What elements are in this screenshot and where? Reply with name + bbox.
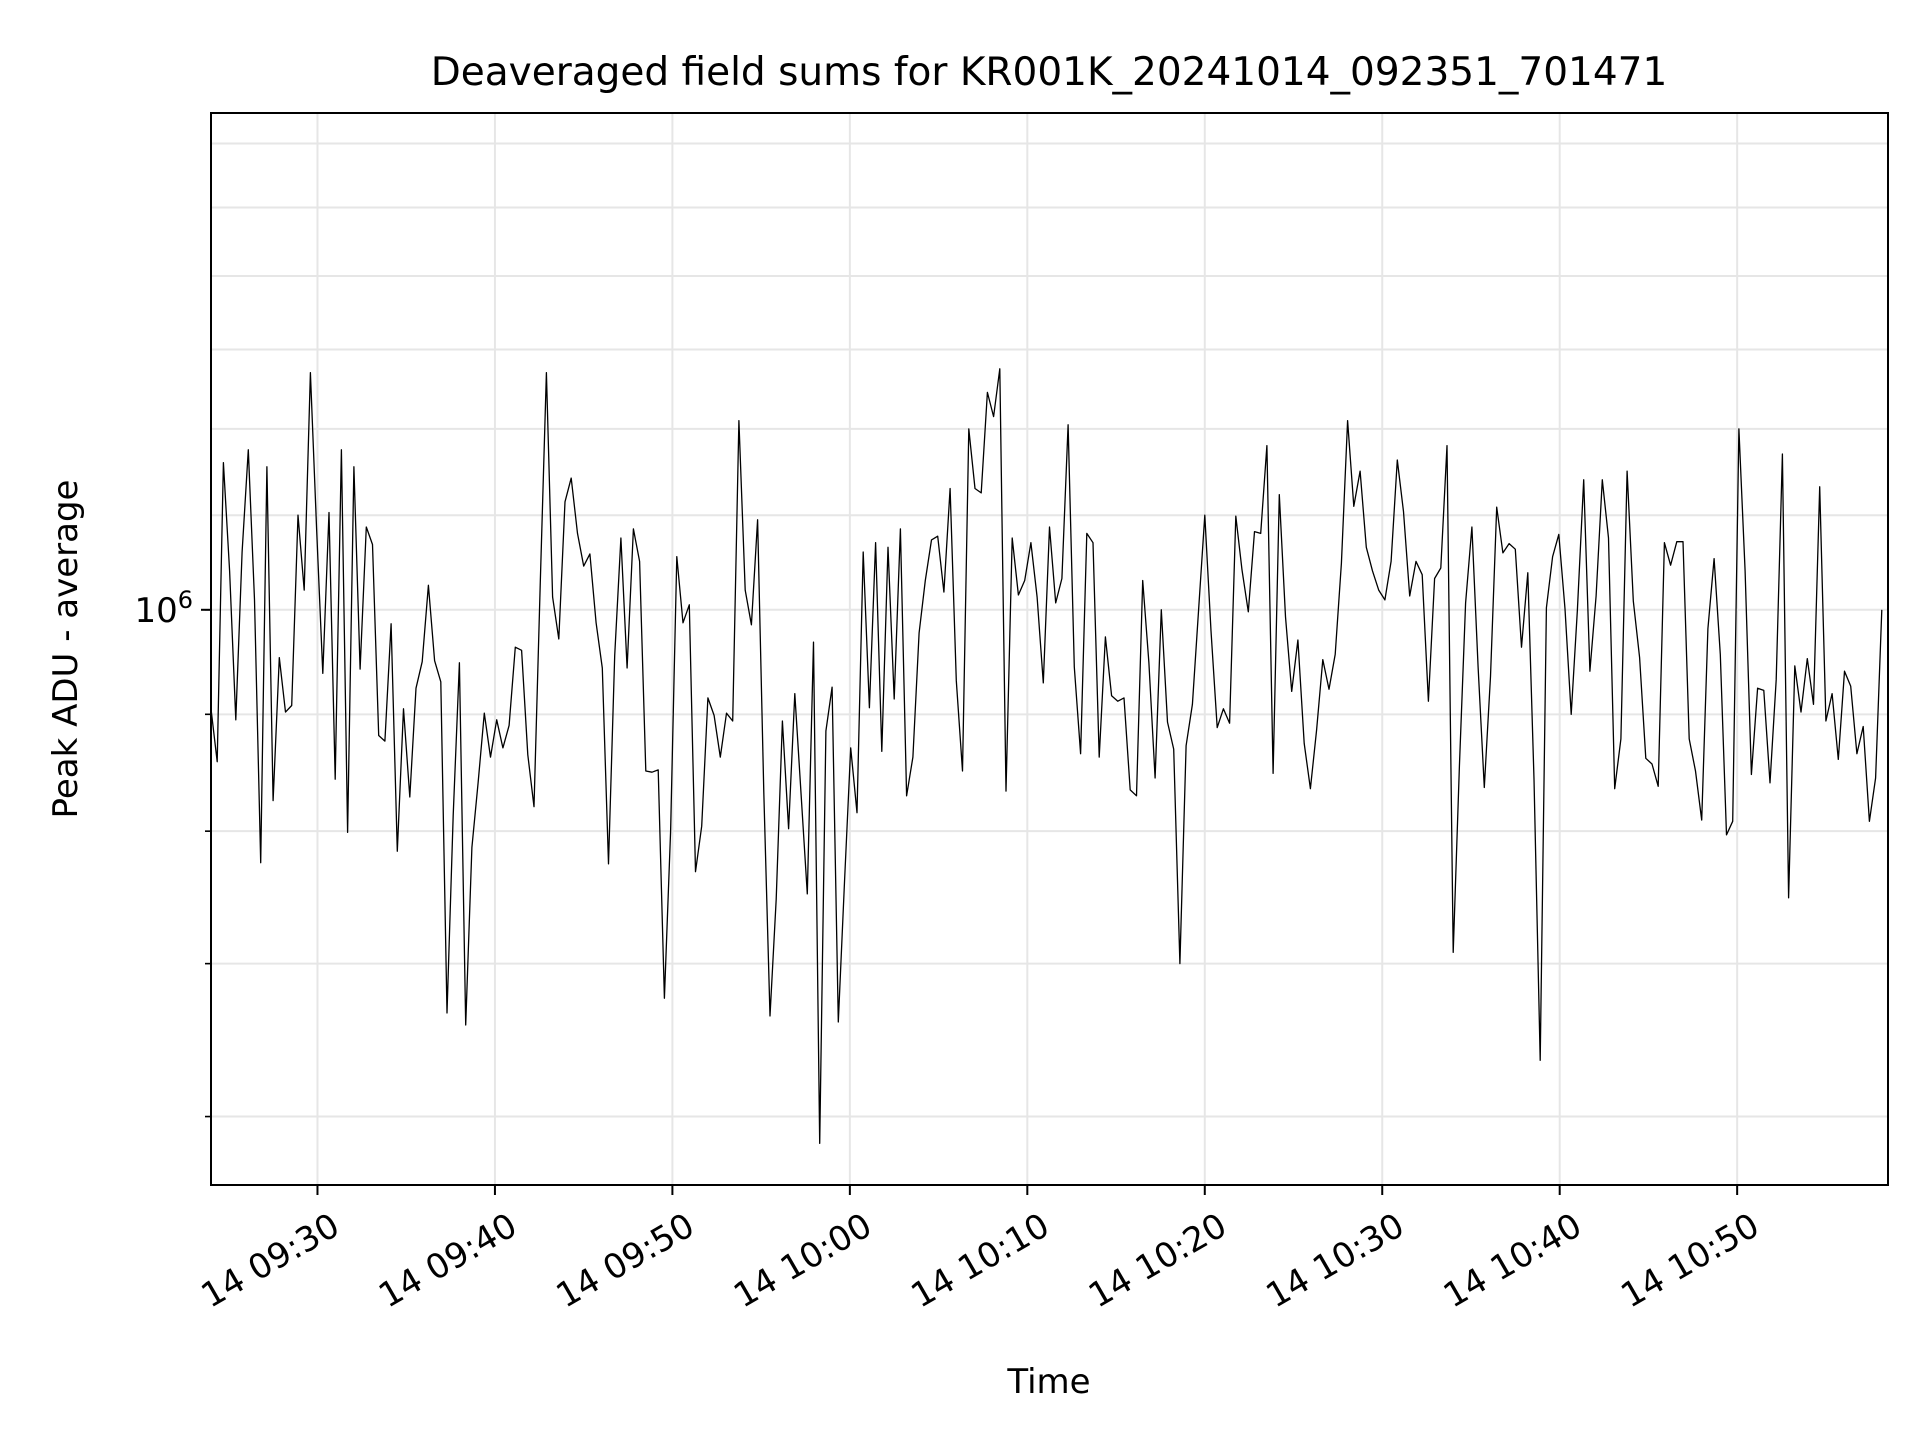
x-axis-label: Time [1006,1362,1090,1402]
chart-title: Deaveraged field sums for KR001K_2024101… [431,50,1668,95]
y-axis-ticks: 106 [134,586,211,1118]
series-layer [210,368,1883,1145]
y-tick-label: 106 [134,586,193,631]
grid [211,113,1888,1185]
series-line-0 [210,368,1883,1145]
plot-frame [210,112,1889,1186]
y-axis-label: Peak ADU - average [46,480,86,819]
